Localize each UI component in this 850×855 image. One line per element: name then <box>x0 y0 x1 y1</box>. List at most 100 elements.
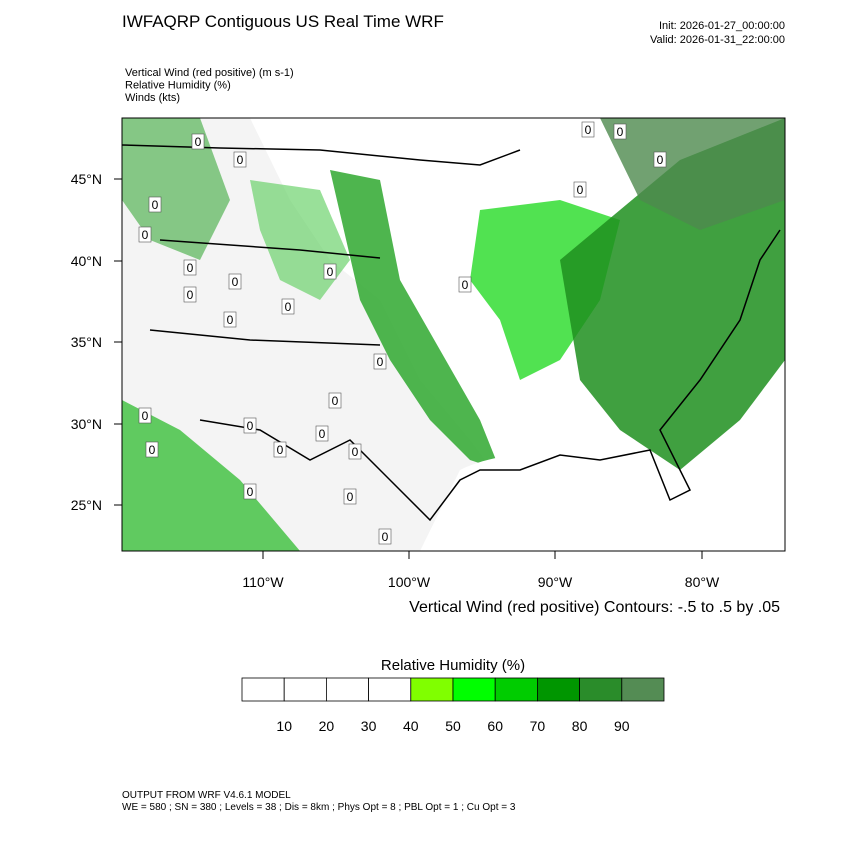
contour-label-box <box>223 311 237 328</box>
contour-label: 0 <box>247 485 254 499</box>
contour-label-box <box>573 181 587 198</box>
contour-label-box <box>343 488 357 505</box>
contour-label: 0 <box>232 275 239 289</box>
contour-label-box <box>191 133 205 150</box>
humidity-band <box>600 118 785 230</box>
lat-label: 35°N <box>71 334 102 350</box>
title: IWFAQRP Contiguous US Real Time WRF <box>122 12 444 31</box>
footer-line: OUTPUT FROM WRF V4.6.1 MODEL <box>122 790 291 801</box>
colorbar-box <box>283 677 327 702</box>
contour-label: 0 <box>187 288 194 302</box>
field-name: Relative Humidity (%) <box>125 80 231 92</box>
contour-label: 0 <box>195 135 202 149</box>
contour-label: 0 <box>462 278 469 292</box>
colorbar-box <box>241 677 285 702</box>
contour-label: 0 <box>585 123 592 137</box>
colorbar-box <box>452 677 496 702</box>
contour-label-box <box>233 151 247 168</box>
lon-label: 110°W <box>242 574 284 590</box>
contour-label-box <box>138 226 152 243</box>
colorbar-title: Relative Humidity (%) <box>381 657 525 674</box>
humidity-band <box>122 400 300 551</box>
contour-label: 0 <box>149 443 156 457</box>
contour-label: 0 <box>277 443 284 457</box>
contour-label-box <box>138 407 152 424</box>
contour-label: 0 <box>227 313 234 327</box>
lat-label: 45°N <box>71 171 102 187</box>
colorbar-box <box>494 677 538 702</box>
boundaries <box>121 144 781 522</box>
contour-label: 0 <box>352 445 359 459</box>
contour-label-box <box>148 196 162 213</box>
colorbar-label: 80 <box>572 718 588 734</box>
contour-label-box <box>581 121 595 138</box>
colorbar-box <box>537 677 581 702</box>
colorbar-label: 70 <box>530 718 546 734</box>
footer-line: WE = 580 ; SN = 380 ; Levels = 38 ; Dis … <box>122 802 516 813</box>
colorbar-label: 90 <box>614 718 630 734</box>
contour-label-box <box>323 263 337 280</box>
colorbar-box <box>410 677 454 702</box>
contour-label-box <box>183 259 197 276</box>
humidity-band <box>122 118 230 260</box>
contour-label-box <box>183 286 197 303</box>
contour-label-box <box>348 443 362 460</box>
map-frame <box>121 117 786 552</box>
valid-time: Valid: 2026-01-31_22:00:00 <box>650 34 785 46</box>
colorbar-label: 20 <box>319 718 335 734</box>
contour-label: 0 <box>187 261 194 275</box>
lat-label: 25°N <box>71 497 102 513</box>
contour-label: 0 <box>657 153 664 167</box>
contour-label-box <box>273 441 287 458</box>
lon-label: 80°W <box>685 574 720 590</box>
humidity-band <box>330 170 500 470</box>
colorbar-box <box>325 677 369 702</box>
contour-label: 0 <box>142 409 149 423</box>
lat-label: 40°N <box>71 253 102 269</box>
map: 0 0 0 0 0 0 0 0 0 0 0 0 0 0 0 0 0 0 0 0 0 0 0 0 0 0 <box>121 117 786 552</box>
colorbar-label: 50 <box>445 718 461 734</box>
field-name: Winds (kts) <box>125 92 180 104</box>
field-list: Vertical Wind (red positive) (m s-1)Rela… <box>125 67 294 104</box>
contour-label: 0 <box>347 490 354 504</box>
field-name: Vertical Wind (red positive) (m s-1) <box>125 67 294 79</box>
gulf <box>420 453 660 551</box>
contour-label: 0 <box>577 183 584 197</box>
contour-label: 0 <box>319 427 326 441</box>
contour-label: 0 <box>247 419 254 433</box>
contour-label: 0 <box>377 355 384 369</box>
contour-label: 0 <box>617 125 624 139</box>
contour-label: 0 <box>142 228 149 242</box>
contour-label-box <box>328 392 342 409</box>
contour-label-box <box>145 441 159 458</box>
colorbar-box <box>368 677 412 702</box>
contour-label-box <box>378 528 392 545</box>
contour-label: 0 <box>285 300 292 314</box>
contour-label: 0 <box>327 265 334 279</box>
contour-label: 0 <box>237 153 244 167</box>
contour-label: 0 <box>382 530 389 544</box>
contour-label-box <box>613 123 627 140</box>
contour-note: Vertical Wind (red positive) Contours: -… <box>409 599 780 616</box>
colorbar-label: 10 <box>276 718 292 734</box>
contour-label-box <box>373 353 387 370</box>
contour-label-box <box>228 273 242 290</box>
colorbar-label: 40 <box>403 718 419 734</box>
lat-label: 30°N <box>71 416 102 432</box>
contour-label-box <box>243 417 257 434</box>
lon-label: 100°W <box>388 574 431 590</box>
colorbar-label: 30 <box>361 718 377 734</box>
contour-label: 0 <box>152 198 159 212</box>
contour-label-box <box>281 298 295 315</box>
lon-label: 90°W <box>538 574 573 590</box>
colorbar-label: 60 <box>487 718 503 734</box>
init-time: Init: 2026-01-27_00:00:00 <box>659 20 785 32</box>
contour-label-box <box>243 483 257 500</box>
contour-label-box <box>315 425 329 442</box>
contour-label: 0 <box>332 394 339 408</box>
colorbar-box <box>579 677 623 702</box>
colorbar-box <box>621 677 665 702</box>
contour-label-box <box>458 276 472 293</box>
contour-label-box <box>653 151 667 168</box>
